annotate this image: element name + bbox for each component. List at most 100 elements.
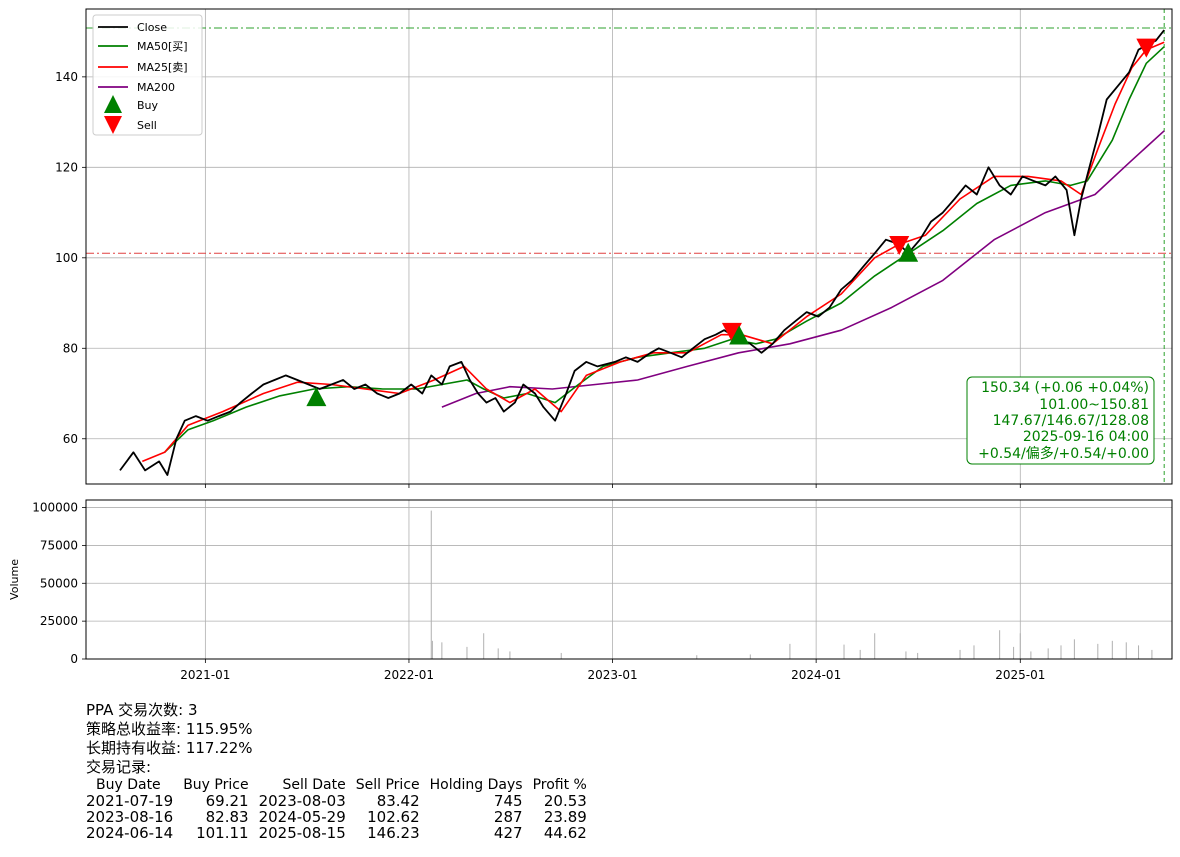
chart-legend: Close MA50[买] MA25[卖] MA200 Buy Sell bbox=[92, 14, 203, 136]
trade-records-table: Buy Date Buy Price Sell Date Sell Price … bbox=[86, 777, 587, 841]
profit-cell: 44.62 bbox=[543, 824, 587, 842]
volume-tick-label-y: 25000 bbox=[40, 614, 78, 628]
annotation-line-2: 101.00~150.81 bbox=[1039, 397, 1149, 413]
sell-date-cell: 2023-08-03 bbox=[258, 792, 346, 810]
volume-tick-label-x: 2023-01 bbox=[587, 668, 637, 682]
volume-bar bbox=[1030, 651, 1032, 659]
price-tick-label-y: 120 bbox=[55, 160, 78, 174]
buy-signal-marker bbox=[306, 387, 327, 407]
volume-bar bbox=[1151, 649, 1153, 659]
volume-bar bbox=[1047, 648, 1049, 659]
volume-tick-label-x: 2025-01 bbox=[995, 668, 1045, 682]
volume-bar bbox=[466, 646, 468, 659]
profit-cell: 20.53 bbox=[543, 792, 587, 810]
volume-bar bbox=[1060, 645, 1062, 659]
volume-bar bbox=[509, 651, 511, 659]
sell-price-cell: 102.62 bbox=[367, 808, 420, 826]
holding-days-cell: 427 bbox=[493, 824, 523, 842]
buy-date-cell: 2021-07-19 bbox=[86, 792, 174, 810]
holding-days-cell: 745 bbox=[493, 792, 523, 810]
price-tick-label-y: 60 bbox=[63, 432, 78, 446]
volume-plot-frame bbox=[85, 499, 1173, 660]
header-buy-price: Buy Price bbox=[183, 777, 249, 793]
trade-count: PPA 交易次数: 3 bbox=[86, 701, 198, 719]
volume-bar bbox=[789, 643, 791, 659]
trade-records-heading: 交易记录: bbox=[86, 758, 152, 776]
legend-label-buy: Buy bbox=[137, 99, 159, 112]
volume-bar bbox=[431, 640, 433, 659]
header-sell-price: Sell Price bbox=[355, 777, 420, 793]
volume-bar bbox=[1013, 646, 1015, 659]
volume-tick-label-x: 2022-01 bbox=[384, 668, 434, 682]
sell-date-cell: 2025-08-15 bbox=[258, 824, 346, 842]
volume-tick-label-y: 0 bbox=[70, 652, 78, 666]
volume-bar bbox=[497, 648, 499, 659]
sell-signal-marker bbox=[1136, 38, 1157, 58]
sell-date-cell: 2024-05-29 bbox=[258, 808, 346, 826]
price-annotation-box: 150.34 (+0.06 +0.04%) 101.00~150.81 147.… bbox=[966, 376, 1155, 465]
volume-bar bbox=[874, 633, 876, 659]
annotation-line-1: 150.34 (+0.06 +0.04%) bbox=[981, 380, 1149, 396]
buy-price-cell: 101.11 bbox=[196, 824, 249, 842]
volume-bar bbox=[441, 642, 443, 659]
buy-price-cell: 82.83 bbox=[205, 808, 249, 826]
sell-signal-marker bbox=[889, 235, 910, 255]
volume-bar bbox=[843, 644, 845, 659]
volume-bar bbox=[1138, 645, 1140, 659]
volume-bar bbox=[959, 649, 961, 659]
volume-tick-label-y: 75000 bbox=[40, 538, 78, 552]
legend-label-ma25: MA25[卖] bbox=[137, 61, 188, 74]
holding-days-cell: 287 bbox=[493, 808, 523, 826]
legend-label-sell: Sell bbox=[137, 119, 157, 132]
header-buy-date: Buy Date bbox=[96, 777, 161, 793]
volume-bar bbox=[999, 630, 1001, 659]
volume-bar bbox=[430, 510, 432, 659]
volume-tick-label-x: 2021-01 bbox=[180, 668, 230, 682]
volume-plot-area bbox=[86, 500, 1172, 659]
buy-signal-marker bbox=[898, 242, 919, 262]
price-tick-label-y: 80 bbox=[63, 341, 78, 355]
series-line-close bbox=[119, 29, 1165, 476]
volume-bar bbox=[1073, 639, 1075, 659]
volume-tick-label-x: 2024-01 bbox=[791, 668, 841, 682]
header-holding-days: Holding Days bbox=[429, 777, 523, 793]
table-row: 2023-08-16 82.83 2024-05-29 102.62 287 2… bbox=[86, 809, 587, 825]
volume-bar bbox=[859, 649, 861, 659]
volume-bar bbox=[560, 652, 562, 659]
volume-tick-label-y: 100000 bbox=[32, 501, 78, 515]
buy-price-cell: 69.21 bbox=[205, 792, 249, 810]
strategy-summary: PPA 交易次数: 3 策略总收益率: 115.95% 长期持有收益: 117.… bbox=[86, 701, 587, 841]
price-panel: 60 80 100 120 140 bbox=[55, 8, 1173, 488]
legend-label-ma50: MA50[买] bbox=[137, 40, 188, 53]
volume-bar bbox=[1097, 643, 1099, 659]
volume-tick-label-y: 50000 bbox=[40, 576, 78, 590]
header-sell-date: Sell Date bbox=[282, 777, 346, 793]
volume-bar bbox=[917, 652, 919, 659]
annotation-line-4: 2025-09-16 04:00 bbox=[1023, 429, 1149, 445]
annotation-line-3: 147.67/146.67/128.08 bbox=[993, 413, 1149, 429]
volume-bar bbox=[1111, 640, 1113, 659]
price-plot-frame bbox=[85, 8, 1173, 485]
legend-label-ma200: MA200 bbox=[137, 81, 175, 94]
table-row: 2021-07-19 69.21 2023-08-03 83.42 745 20… bbox=[86, 793, 587, 809]
header-profit: Profit % bbox=[532, 777, 587, 793]
volume-axis-label: Volume bbox=[8, 559, 21, 600]
legend-buy-marker-icon bbox=[104, 95, 122, 113]
profit-cell: 23.89 bbox=[543, 808, 587, 826]
sell-price-cell: 146.23 bbox=[367, 824, 420, 842]
volume-bar bbox=[1019, 633, 1021, 659]
legend-sell-marker-icon bbox=[104, 116, 122, 134]
price-tick-label-y: 140 bbox=[55, 70, 78, 84]
buy-date-cell: 2024-06-14 bbox=[86, 824, 174, 842]
annotation-line-5: +0.54/偏多/+0.54/+0.00 bbox=[978, 445, 1149, 462]
buy-date-cell: 2023-08-16 bbox=[86, 808, 174, 826]
buy-signal-marker bbox=[729, 325, 750, 345]
series-line-ma200 bbox=[441, 130, 1165, 408]
sell-price-cell: 83.42 bbox=[376, 792, 420, 810]
volume-bar bbox=[973, 645, 975, 659]
price-tick-label-y: 100 bbox=[55, 251, 78, 265]
trade-table-header-row: Buy Date Buy Price Sell Date Sell Price … bbox=[86, 777, 587, 793]
sell-signal-marker bbox=[721, 322, 742, 342]
buy-and-hold-return: 长期持有收益: 117.22% bbox=[86, 739, 253, 757]
